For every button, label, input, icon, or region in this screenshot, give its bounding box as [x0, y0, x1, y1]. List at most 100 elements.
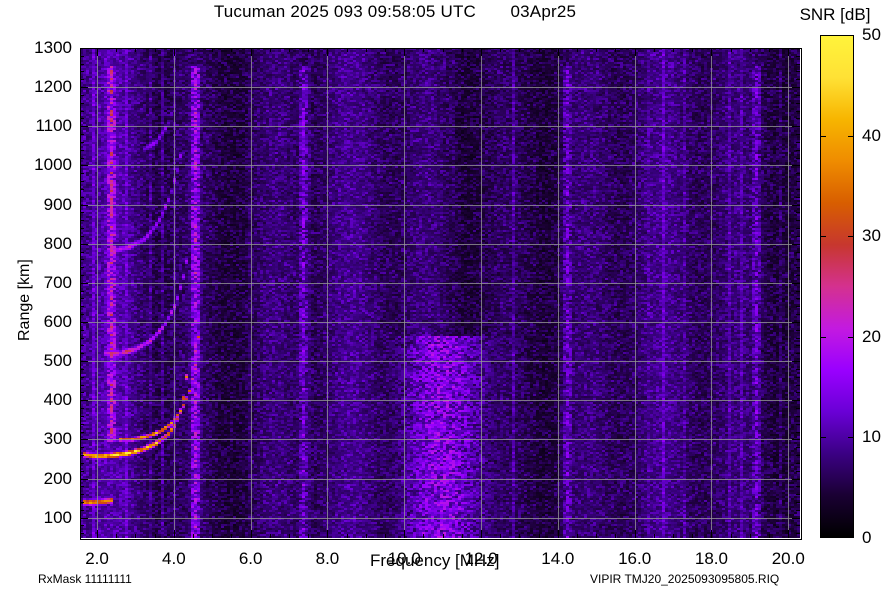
x-tick-major — [327, 530, 329, 538]
y-tick-minor — [80, 384, 84, 386]
y-axis-label: Range [km] — [16, 259, 33, 341]
y-tick-minor — [80, 196, 84, 198]
y-tick-minor — [80, 314, 84, 316]
colorbar-tick — [848, 135, 854, 137]
y-tick-minor — [80, 228, 84, 230]
x-tick-minor — [692, 48, 694, 52]
y-tick-minor — [796, 368, 800, 370]
y-tick-minor — [796, 181, 800, 183]
file-label: VIPIR TMJ20_2025093095805.RIQ — [590, 572, 780, 586]
y-tick-minor — [80, 181, 84, 183]
y-tick-minor — [796, 220, 800, 222]
x-tick-minor — [116, 48, 118, 52]
y-tick-minor — [80, 353, 84, 355]
x-tick-minor — [269, 534, 271, 538]
colorbar-tick-label: 50 — [862, 25, 881, 44]
y-tick-minor — [796, 408, 800, 410]
y-tick-minor — [796, 337, 800, 339]
y-tick-minor — [80, 486, 84, 488]
colorbar-tick — [848, 236, 854, 238]
y-tick-major — [80, 87, 88, 89]
y-tick-minor — [796, 384, 800, 386]
x-tick-major — [711, 48, 713, 56]
y-tick-minor — [80, 509, 84, 511]
x-tick-minor — [653, 48, 655, 52]
x-axis-label: Frequency [MHz] — [370, 551, 500, 570]
y-tick-minor — [80, 63, 84, 65]
y-tick-minor — [80, 134, 84, 136]
y-tick-minor — [80, 415, 84, 417]
x-tick-minor — [231, 48, 233, 52]
y-tick-minor — [80, 79, 84, 81]
x-tick-minor — [308, 48, 310, 52]
y-tick-major — [792, 400, 800, 402]
y-tick-label: 600 — [43, 311, 72, 331]
y-tick-minor — [796, 462, 800, 464]
y-tick-minor — [80, 173, 84, 175]
y-tick-minor — [80, 251, 84, 253]
x-tick-minor — [154, 48, 156, 52]
y-tick-minor — [796, 157, 800, 159]
y-tick-minor — [796, 431, 800, 433]
y-tick-minor — [796, 392, 800, 394]
x-tick-major — [481, 530, 483, 538]
y-tick-major — [792, 204, 800, 206]
x-tick-minor — [385, 48, 387, 52]
y-tick-minor — [80, 345, 84, 347]
x-tick-label: 14.0 — [541, 549, 575, 568]
x-tick-minor — [615, 534, 617, 538]
y-tick-major — [80, 282, 88, 284]
y-tick-minor — [80, 220, 84, 222]
y-tick-minor — [796, 63, 800, 65]
x-tick-label: 18.0 — [694, 549, 728, 568]
y-tick-minor — [796, 329, 800, 331]
colorbar-tick-label: 40 — [862, 125, 881, 145]
x-tick-major — [557, 48, 559, 56]
y-tick-minor — [796, 290, 800, 292]
y-tick-major — [80, 439, 88, 441]
x-tick-minor — [423, 48, 425, 52]
x-tick-minor — [653, 534, 655, 538]
y-tick-minor — [80, 533, 84, 535]
x-tick-minor — [519, 48, 521, 52]
x-tick-minor — [749, 48, 751, 52]
x-tick-minor — [289, 534, 291, 538]
y-tick-major — [80, 400, 88, 402]
y-tick-minor — [80, 110, 84, 112]
y-tick-minor — [796, 94, 800, 96]
x-tick-major — [97, 530, 99, 538]
y-tick-major — [792, 282, 800, 284]
y-tick-label: 100 — [43, 507, 72, 527]
y-tick-major — [80, 204, 88, 206]
x-tick-major — [711, 530, 713, 538]
x-tick-minor — [538, 48, 540, 52]
y-tick-minor — [80, 470, 84, 472]
y-tick-minor — [796, 509, 800, 511]
x-tick-minor — [519, 534, 521, 538]
x-tick-minor — [461, 48, 463, 52]
y-tick-label: 1000 — [34, 155, 72, 175]
y-tick-minor — [80, 494, 84, 496]
y-tick-label: 200 — [43, 468, 72, 488]
y-tick-minor — [80, 462, 84, 464]
colorbar-tick — [820, 336, 826, 338]
x-tick-minor — [423, 534, 425, 538]
y-tick-minor — [80, 274, 84, 276]
y-tick-minor — [80, 423, 84, 425]
colorbar-tick-label: 10 — [862, 427, 881, 447]
y-tick-minor — [80, 290, 84, 292]
y-tick-minor — [796, 228, 800, 230]
x-tick-label: 20.0 — [771, 549, 805, 568]
y-tick-minor — [80, 329, 84, 331]
x-tick-minor — [730, 48, 732, 52]
x-tick-minor — [289, 48, 291, 52]
y-tick-major — [80, 361, 88, 363]
y-tick-minor — [796, 353, 800, 355]
y-tick-minor — [796, 188, 800, 190]
x-tick-major — [404, 48, 406, 56]
x-tick-minor — [692, 534, 694, 538]
x-tick-minor — [346, 534, 348, 538]
colorbar-tick-label: 20 — [862, 326, 881, 346]
y-tick-minor — [796, 173, 800, 175]
